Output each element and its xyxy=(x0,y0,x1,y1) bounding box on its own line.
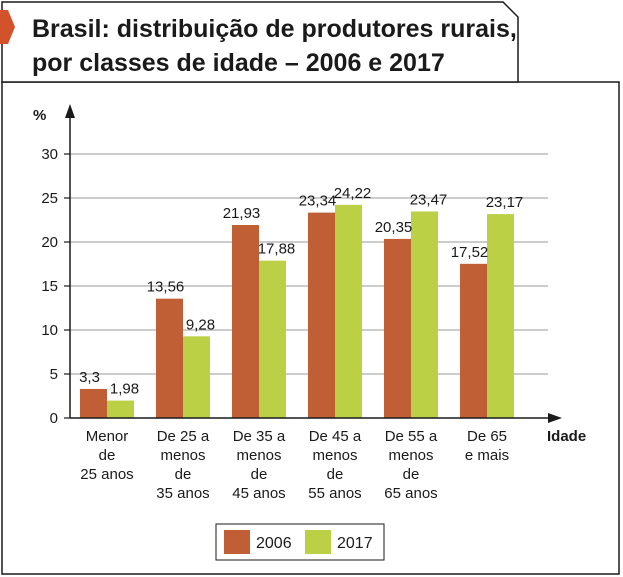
data-label-2017: 1,98 xyxy=(110,381,139,398)
y-tick-label: 20 xyxy=(41,234,58,251)
bar-2006 xyxy=(384,238,411,418)
legend: 2006 2017 xyxy=(215,523,385,561)
legend-label-2006: 2006 xyxy=(256,535,292,552)
data-label-2017: 9,28 xyxy=(186,316,215,333)
data-label-2006: 20,35 xyxy=(375,219,413,236)
y-tick-label: 5 xyxy=(50,366,58,383)
legend-label-2017: 2017 xyxy=(337,535,373,552)
title-accent-marker xyxy=(0,10,15,44)
y-tick-label: 0 xyxy=(50,410,58,427)
legend-swatch-2006 xyxy=(224,530,250,554)
data-label-2017: 23,17 xyxy=(486,194,524,211)
data-label-2006: 17,52 xyxy=(451,244,489,261)
category-label: De 25 a menos de 35 anos xyxy=(156,428,210,502)
category-label: De 45 a menos de 55 anos xyxy=(308,428,362,502)
data-label-2006: 23,34 xyxy=(299,193,337,210)
category-labels: Menor de 25 anos De 25 a menos de 35 anos De 35… xyxy=(80,428,509,502)
data-labels: 3,3 13,56 21,93 23,34 20,35 17,52 1,98 9,28 17,8… xyxy=(79,185,523,398)
bar-2017 xyxy=(183,336,210,418)
bar-2006 xyxy=(308,212,335,418)
category-label: De 35 a menos de 45 anos xyxy=(232,428,286,502)
bar-2006 xyxy=(460,263,487,418)
y-tick-labels: 0 5 10 15 20 25 30 xyxy=(41,146,70,427)
chart-title-line-2: por classes de idade – 2006 e 2017 xyxy=(32,49,445,77)
y-axis-label: % xyxy=(33,107,46,124)
bar-2006 xyxy=(80,388,107,418)
data-label-2006: 3,3 xyxy=(79,369,100,386)
bar-2017 xyxy=(259,260,286,418)
y-tick-label: 15 xyxy=(41,278,58,295)
data-label-2006: 13,56 xyxy=(147,279,185,296)
x-axis-arrow xyxy=(548,413,562,423)
y-tick-label: 10 xyxy=(41,322,58,339)
bars xyxy=(80,204,514,418)
bar-2017 xyxy=(107,400,134,418)
category-label: De 55 a menos de 65 anos xyxy=(384,428,438,502)
legend-swatch-2017 xyxy=(305,530,331,554)
data-label-2017: 17,88 xyxy=(258,241,296,258)
bar-2006 xyxy=(156,298,183,418)
bar-2006 xyxy=(232,225,259,418)
data-label-2017: 23,47 xyxy=(410,191,448,208)
bar-2017 xyxy=(335,204,362,418)
bar-2017 xyxy=(487,214,514,418)
category-label: Menor de 25 anos xyxy=(80,428,133,483)
category-label: De 65 e mais xyxy=(465,428,509,464)
data-label-2006: 21,93 xyxy=(223,205,261,222)
data-label-2017: 24,22 xyxy=(334,185,372,202)
x-axis-label: Idade xyxy=(547,428,586,445)
y-tick-label: 30 xyxy=(41,146,58,163)
chart-title-line-1: Brasil: distribuição de produtores rurai… xyxy=(32,15,517,43)
bar-2017 xyxy=(411,211,438,418)
y-axis-arrow xyxy=(65,104,75,118)
y-tick-label: 25 xyxy=(41,190,58,207)
